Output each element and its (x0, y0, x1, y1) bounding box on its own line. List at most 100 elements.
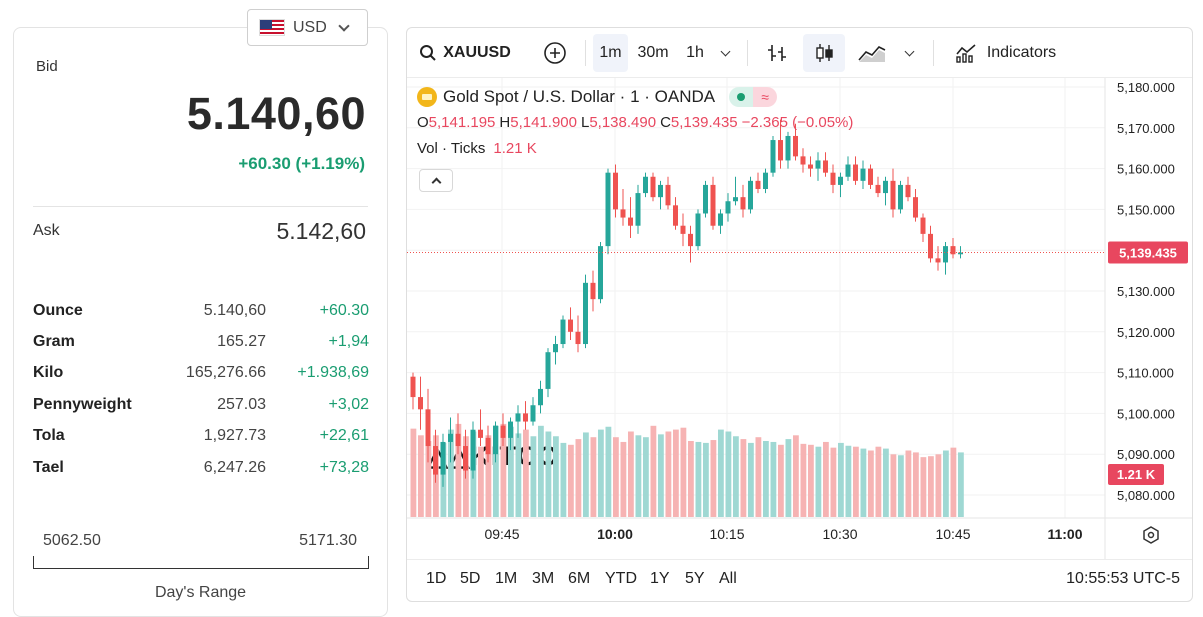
candle-body (950, 246, 956, 255)
candle-body (500, 425, 506, 438)
volume-bar (643, 437, 649, 517)
compare-symbol-button[interactable] (538, 34, 572, 72)
interval-30m[interactable]: 30m (637, 44, 669, 61)
candle-body (770, 140, 776, 173)
settings-gear-icon[interactable] (1143, 526, 1159, 544)
range-ytd[interactable]: YTD (605, 570, 637, 587)
ohlc-bars-icon (768, 45, 786, 61)
unit-row-tola: Tola 1,927.73 +22,61 (33, 421, 369, 452)
volume-bar (695, 441, 702, 517)
candle-body (523, 413, 528, 422)
market-status-pill[interactable]: ≈ (729, 87, 778, 107)
volume-bar (868, 450, 874, 517)
ohlc-values: O5,141.195 H5,141.900 L5,138.490 C5,139.… (417, 114, 853, 131)
candle-body (905, 184, 911, 198)
volume-bar (665, 431, 672, 517)
candle-body (830, 172, 836, 185)
area-style-button[interactable] (853, 34, 891, 72)
volume-bar (950, 447, 957, 517)
volume-bar (410, 428, 417, 517)
currency-selector[interactable]: USD (247, 9, 368, 46)
candle-body (755, 180, 761, 189)
range-1y[interactable]: 1Y (650, 570, 670, 587)
candle-body (590, 282, 596, 300)
open-value: 5,141.195 (428, 114, 496, 131)
toolbar-divider (747, 40, 748, 66)
currency-label: USD (293, 18, 327, 36)
volume-value: 1.21 K (493, 140, 537, 157)
range-5y[interactable]: 5Y (685, 570, 705, 587)
candle-body (650, 176, 656, 198)
interval-dropdown[interactable] (714, 34, 736, 72)
interval-1h[interactable]: 1h (686, 44, 704, 61)
candle-body (665, 184, 671, 206)
volume-bar (635, 435, 642, 517)
volume-bar (830, 447, 837, 517)
chevron-down-icon (904, 46, 914, 56)
candlestick-icon (816, 44, 833, 62)
range-1d[interactable]: 1D (426, 570, 447, 587)
volume-bar (418, 435, 424, 517)
range-5d[interactable]: 5D (460, 570, 481, 587)
candle-body (710, 184, 716, 226)
y-tick-label: 5,160.000 (1117, 162, 1175, 177)
range-1m[interactable]: 1M (495, 570, 518, 587)
volume-bar (875, 446, 882, 517)
interval-1m[interactable]: 1m (593, 34, 628, 72)
x-tick-label: 11:00 (1047, 526, 1082, 542)
range-3m[interactable]: 3M (532, 570, 555, 587)
candle-body (958, 252, 963, 255)
volume-bar (478, 446, 484, 517)
volume-bar (898, 455, 904, 517)
candle-style-button[interactable] (803, 34, 845, 72)
indicators-button[interactable]: Indicators (941, 34, 1069, 72)
range-all[interactable]: All (719, 570, 737, 587)
change-value: −2.365 (−0.05%) (741, 114, 854, 131)
price-panel: Bid 5.140,60 +60.30 (+1.19%) Ask 5.142,6… (13, 27, 388, 617)
volume-bar (733, 436, 739, 517)
bar-style-button[interactable] (760, 34, 794, 72)
symbol-search[interactable]: XAUUSD (415, 34, 515, 72)
volume-bar (890, 454, 897, 517)
candle-body (800, 156, 806, 165)
market-open-icon (729, 87, 754, 107)
volume-tag-label: 1.21 K (1117, 467, 1156, 482)
price-chart[interactable]: 5,180.000 5,170.000 5,160.000 5,150.000 5,14… (407, 28, 1193, 602)
candle-body (868, 168, 873, 185)
range-6m[interactable]: 6M (568, 570, 591, 587)
volume-bar (560, 442, 567, 517)
volume-bar (493, 425, 499, 517)
candle-body (673, 205, 678, 226)
unit-change: +73,28 (319, 458, 369, 476)
chevron-up-icon (431, 177, 441, 188)
candle-body (635, 193, 641, 226)
candle-body (823, 160, 828, 173)
volume-bar (710, 440, 717, 517)
plus-circle-icon (544, 42, 566, 64)
us-flag-icon (259, 19, 285, 36)
candle-body (478, 429, 483, 438)
chart-style-dropdown[interactable] (898, 34, 920, 72)
candle-body (568, 319, 573, 332)
volume-bar (958, 452, 964, 517)
candle-body (515, 413, 521, 422)
unit-row-kilo: Kilo 165,276.66 +1.938,69 (33, 358, 369, 389)
volume-bar (508, 426, 514, 517)
volume-bar (808, 444, 814, 517)
unit-change: +22,61 (319, 427, 369, 445)
candle-body (890, 180, 896, 210)
chart-toolbar: XAUUSD 1m 30m 1h (407, 28, 1192, 78)
candle-body (470, 429, 476, 471)
chart-clock[interactable]: 10:55:53 UTC-5 (1066, 570, 1180, 587)
volume-bar (620, 441, 627, 517)
collapse-legend-button[interactable] (419, 169, 453, 192)
candle-body (620, 209, 626, 218)
volume-bar (800, 443, 807, 517)
last-price-label: 5,139.435 (1119, 246, 1177, 261)
candle-body (943, 246, 948, 263)
bid-change: +60.30 (+1.19%) (238, 154, 365, 173)
indicators-icon (956, 44, 976, 63)
y-tick-label: 5,170.000 (1117, 121, 1175, 136)
volume-bar (673, 429, 679, 517)
unit-price: 1,927.73 (203, 427, 266, 445)
